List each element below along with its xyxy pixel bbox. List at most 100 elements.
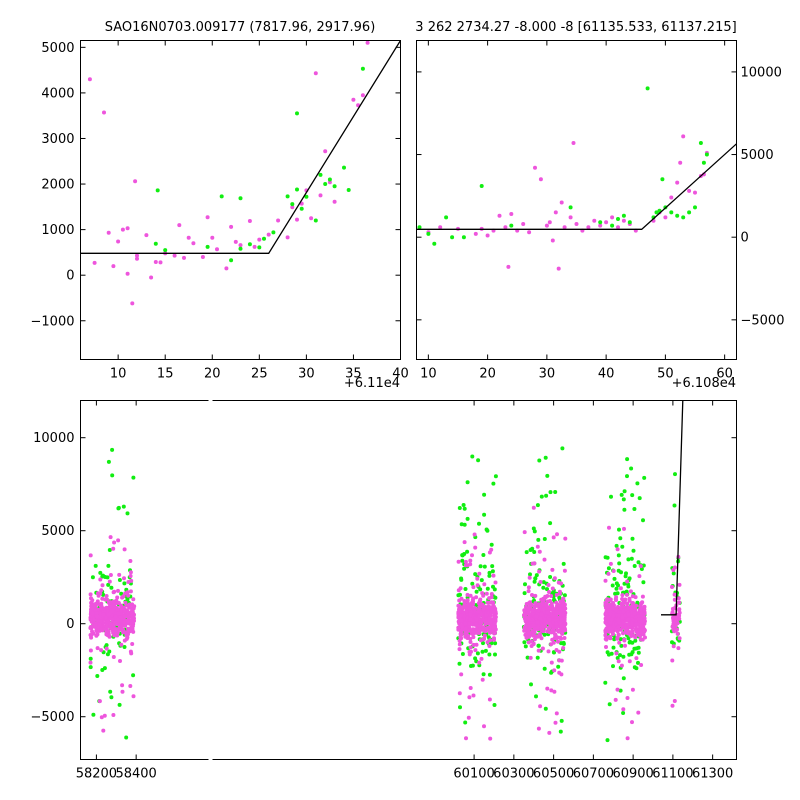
data-point <box>481 672 486 677</box>
data-point <box>462 566 467 571</box>
data-point <box>547 220 552 225</box>
data-point <box>625 579 630 584</box>
data-point <box>608 561 613 566</box>
data-point <box>621 620 626 625</box>
panel-top-right-frame <box>416 40 737 360</box>
data-point <box>432 241 437 246</box>
data-point <box>616 617 621 622</box>
data-point <box>123 614 128 619</box>
data-point <box>557 658 562 663</box>
data-point <box>493 580 498 585</box>
data-point <box>490 564 495 569</box>
data-point <box>574 222 579 226</box>
data-point <box>549 670 554 675</box>
data-point <box>638 605 643 610</box>
data-point <box>467 695 472 700</box>
data-point <box>547 626 552 631</box>
data-point <box>530 617 535 622</box>
data-point <box>117 578 122 582</box>
data-point <box>556 664 561 669</box>
data-point <box>463 587 468 591</box>
data-point <box>636 650 641 655</box>
data-point <box>456 559 461 564</box>
data-point <box>313 71 318 76</box>
data-point <box>629 634 634 638</box>
data-point <box>238 243 243 248</box>
data-point <box>94 628 99 633</box>
data-point <box>323 182 328 186</box>
data-point <box>639 611 644 615</box>
y-tick-label: 3000 <box>41 132 74 147</box>
data-point <box>123 591 128 596</box>
data-point <box>552 576 557 581</box>
panel-top-left-title: SAO16N0703.009177 (7817.96, 2917.96) <box>105 20 376 35</box>
data-point <box>481 637 486 642</box>
data-point <box>132 604 137 609</box>
data-point <box>491 610 496 615</box>
data-point <box>559 200 564 205</box>
data-point <box>109 585 114 590</box>
data-point <box>611 614 616 619</box>
data-point <box>125 271 130 276</box>
data-point <box>598 223 603 228</box>
data-point <box>554 592 559 597</box>
data-point <box>479 612 484 617</box>
data-point <box>523 582 527 587</box>
data-point <box>561 646 566 650</box>
data-point <box>549 660 554 665</box>
data-point <box>603 578 608 583</box>
x-tick-label: 50 <box>657 367 674 382</box>
data-point <box>215 247 219 252</box>
data-point <box>110 447 115 452</box>
data-point <box>100 668 105 672</box>
data-point <box>673 628 678 633</box>
data-point <box>536 648 541 653</box>
data-point <box>492 621 497 626</box>
data-point <box>673 472 677 477</box>
data-point <box>205 215 210 220</box>
data-point <box>568 205 573 210</box>
data-point <box>182 255 186 260</box>
data-point <box>615 656 620 660</box>
data-point <box>630 687 635 692</box>
data-point <box>121 594 126 599</box>
data-point <box>555 606 560 611</box>
data-point <box>553 618 558 622</box>
data-point <box>104 594 109 598</box>
data-point <box>90 575 95 580</box>
data-point <box>549 601 554 606</box>
data-point <box>626 606 631 611</box>
data-point <box>598 220 603 225</box>
data-point <box>191 241 196 246</box>
data-point <box>621 601 626 606</box>
data-point <box>490 569 495 574</box>
data-point <box>530 593 534 597</box>
data-point <box>660 177 665 182</box>
data-point <box>116 505 121 510</box>
panel-top-right-title: 3 262 2734.27 -8.000 -8 [61135.533, 6113… <box>415 20 736 35</box>
data-point <box>693 205 697 210</box>
data-point <box>614 622 618 627</box>
data-point <box>124 735 129 740</box>
data-point <box>224 266 229 271</box>
data-point <box>622 507 627 512</box>
x-tick-label: 60900 <box>612 767 653 782</box>
data-point <box>463 720 468 725</box>
data-point <box>122 581 127 586</box>
data-point <box>92 618 97 622</box>
data-point <box>247 219 252 223</box>
axis-break-top <box>208 399 213 403</box>
data-point <box>627 621 632 626</box>
data-point <box>552 668 557 673</box>
data-point <box>616 659 621 664</box>
data-point <box>506 264 511 269</box>
data-point <box>107 548 112 552</box>
data-point <box>559 624 564 629</box>
data-point <box>417 225 422 230</box>
data-point <box>638 637 643 642</box>
data-point <box>116 239 121 244</box>
data-point <box>471 602 475 607</box>
data-point <box>104 646 109 651</box>
data-point <box>257 237 262 242</box>
data-point <box>525 616 530 621</box>
